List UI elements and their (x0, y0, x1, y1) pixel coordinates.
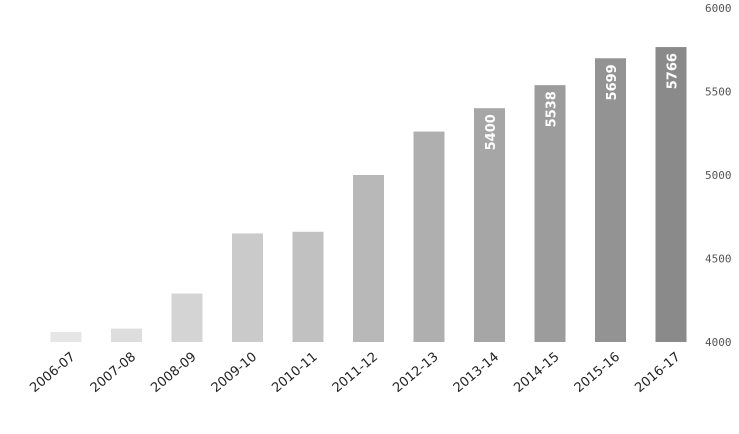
x-tick-label: 2013-14 (451, 350, 502, 396)
bar-2015-16 (595, 58, 626, 342)
y-tick-label: 6000 (705, 2, 732, 15)
bar-2007-08 (111, 328, 142, 342)
bars (50, 47, 687, 343)
x-tick-label: 2011-12 (330, 350, 381, 396)
y-tick-label: 5500 (705, 86, 732, 99)
bar-2013-14 (474, 108, 505, 342)
bar-2006-07 (50, 331, 82, 342)
x-tick-label: 2012-13 (390, 350, 441, 396)
bar-2010-11 (292, 231, 324, 342)
x-tick-label: 2015-16 (572, 350, 623, 396)
data-label-2016-17: 5766 (666, 53, 681, 89)
x-tick-label: 2010-11 (269, 350, 320, 396)
bar-2014-15 (534, 85, 566, 343)
x-tick-label: 2008-09 (148, 350, 199, 396)
x-axis: 2006-07 2007-08 2008-09 2009-10 2010-11 2011-… (27, 350, 683, 396)
x-tick-label: 2014-15 (511, 350, 562, 396)
y-tick-label: 4000 (705, 336, 732, 349)
x-tick-label: 2009-10 (209, 350, 260, 396)
y-axis: 4000 4500 5000 5500 6000 (705, 2, 732, 349)
bar-2012-13 (413, 131, 445, 342)
y-tick-label: 4500 (705, 253, 732, 266)
y-tick-label: 5000 (705, 169, 732, 182)
data-labels: 5400 5538 5699 5766 (484, 53, 681, 150)
bar-2009-10 (232, 233, 263, 342)
bar-2016-17 (655, 47, 687, 342)
data-label-2015-16: 5699 (605, 64, 620, 100)
x-tick-label: 2016-17 (632, 350, 683, 396)
x-tick-label: 2006-07 (27, 350, 78, 396)
data-label-2014-15: 5538 (545, 91, 560, 127)
x-tick-label: 2007-08 (88, 350, 139, 396)
bar-2008-09 (171, 293, 203, 342)
bar-2011-12 (353, 175, 384, 342)
data-label-2013-14: 5400 (484, 114, 499, 150)
